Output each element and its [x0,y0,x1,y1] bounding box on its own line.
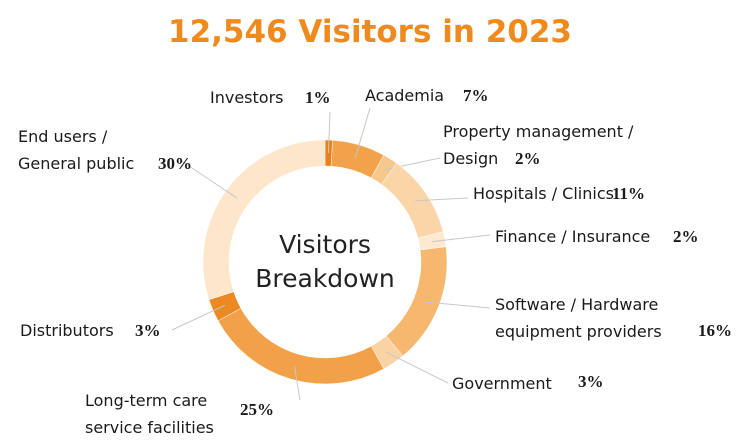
category-label: Finance / Insurance [495,227,651,246]
value-label: 30% [158,154,192,173]
category-label: End users / General public [18,127,135,173]
leader-line [294,366,301,401]
slice [217,307,385,385]
leader-line [327,111,331,154]
value-label: 2% [515,149,541,168]
category-label: Government [452,374,552,393]
slice [381,162,444,239]
category-label: Academia [365,86,445,105]
value-label: 11% [612,184,646,203]
category-label: Hospitals / Clinics [473,184,614,203]
leader-line [171,304,226,331]
leader-line [179,159,238,199]
value-label: 16% [698,321,732,340]
category-label: Software / Hardware equipment providers [495,295,662,341]
leader-line [383,157,441,171]
leader-line [354,107,371,158]
value-label: 25% [240,400,274,419]
leader-line [426,301,491,309]
value-label: 3% [578,372,604,391]
chart-title: 12,546 Visitors in 2023 [168,14,572,50]
category-label: Investors [210,88,284,107]
slice [202,139,326,301]
value-label: 3% [135,321,161,340]
category-label: Distributors [20,321,114,340]
value-label: 1% [305,88,331,107]
leader-line [386,351,449,384]
value-label: 7% [463,86,489,105]
category-label: Property management / Design [443,122,634,168]
leader-line [415,197,469,202]
center-label: Visitors Breakdown [255,230,395,293]
value-label: 2% [673,227,699,246]
leader-line [432,234,491,243]
category-label: Long-term care service facilities [85,391,214,437]
